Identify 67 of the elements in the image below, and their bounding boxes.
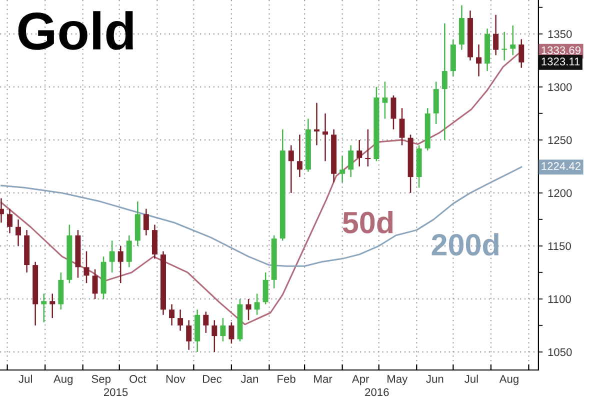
- x-tick-label: Aug: [499, 375, 518, 386]
- candlestick: [84, 250, 90, 284]
- candlestick: [212, 320, 218, 353]
- candlestick: [314, 102, 320, 146]
- y-tick-label: 1350: [548, 30, 572, 38]
- y-tick-label: 1050: [548, 348, 572, 356]
- candlestick: [390, 94, 396, 130]
- x-tick-label: Jul: [18, 374, 32, 383]
- candlestick: [50, 293, 56, 319]
- candlestick: [109, 240, 115, 274]
- candlestick: [7, 208, 12, 234]
- y-tick-label: 1150: [548, 242, 571, 250]
- candlestick: [322, 112, 328, 162]
- y-tick-label: 1250: [548, 136, 572, 144]
- candlestick: [493, 14, 499, 56]
- x-tick-label: May: [388, 375, 408, 386]
- candlestick: [365, 128, 371, 168]
- candlestick: [92, 268, 98, 300]
- candlestick: [288, 144, 294, 194]
- candlestick: [382, 81, 388, 120]
- x-tick-label: Apr: [352, 375, 370, 386]
- candlestick: [169, 304, 175, 326]
- candlestick: [203, 311, 209, 334]
- candlestick: [186, 320, 192, 350]
- candlestick: [143, 208, 149, 236]
- x-tick-label: Mar: [314, 375, 332, 383]
- candlestick: [118, 245, 124, 284]
- x-tick-label: Oct: [130, 375, 146, 383]
- annotation: 1224.42: [542, 162, 580, 170]
- x-tick-label: Sep: [92, 375, 111, 386]
- candlestick: [399, 108, 405, 146]
- text: 2015: [104, 388, 128, 396]
- y-tick-label: 1100: [548, 295, 571, 304]
- candlestick: [296, 134, 302, 178]
- x-tick-label: Jan: [240, 375, 258, 383]
- candlestick: [348, 144, 354, 178]
- x-tick-label: Jul: [464, 374, 478, 383]
- y-tick-label: 1300: [548, 83, 572, 92]
- x-tick-label: Feb: [278, 374, 296, 383]
- x-tick-label: Dec: [203, 375, 222, 383]
- candlestick: [254, 293, 260, 316]
- y-tick-label: 1200: [548, 189, 572, 198]
- candlestick: [356, 139, 362, 168]
- annotation: 1333.69: [542, 46, 581, 54]
- line-series: [0, 166, 522, 267]
- candlestick: [518, 38, 524, 68]
- candlestick: [16, 218, 22, 247]
- chart-title: Gold: [18, 11, 133, 50]
- candlestick: [126, 234, 132, 268]
- candlestick: [510, 24, 516, 56]
- candlestick: [442, 22, 448, 141]
- series-label: 50d: [342, 210, 393, 234]
- candlestick: [178, 308, 184, 332]
- annotation: 1323.11: [542, 58, 580, 66]
- candlestick: [262, 272, 268, 305]
- series-label: 200d: [432, 233, 498, 256]
- x-tick-label: Nov: [166, 375, 186, 383]
- candlestick: [476, 44, 482, 77]
- candlestick: [228, 322, 234, 344]
- candlestick: [502, 31, 508, 62]
- candlestick: [246, 298, 252, 321]
- candlestick: [220, 317, 226, 342]
- candlestick: [41, 293, 47, 323]
- x-tick-label: Jun: [426, 375, 444, 383]
- candlestick: [340, 155, 346, 183]
- text: 2016: [365, 388, 389, 396]
- x-tick-label: Aug: [53, 375, 73, 386]
